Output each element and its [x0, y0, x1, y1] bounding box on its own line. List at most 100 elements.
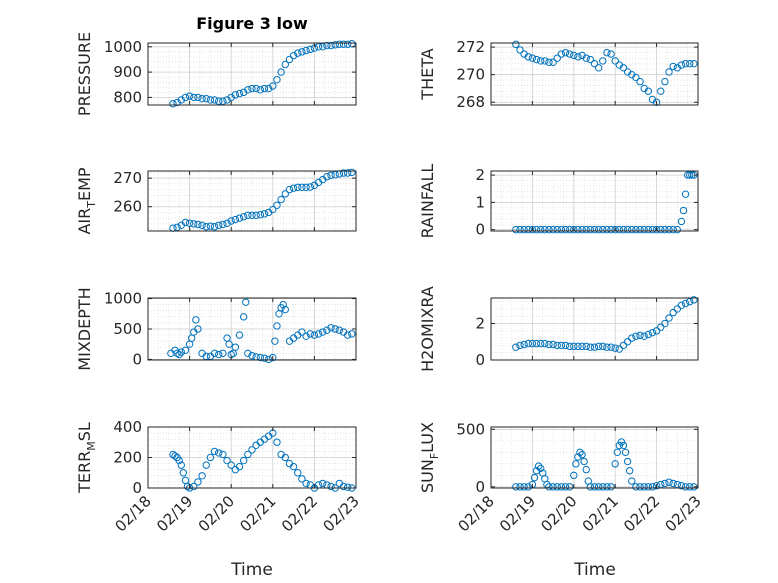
data-point	[319, 328, 327, 336]
data-point	[512, 343, 520, 351]
subplot-pressure: 800 900 1000 PRESSURE	[75, 32, 357, 116]
data-point	[541, 225, 549, 234]
data-point	[615, 345, 624, 353]
data-point	[594, 342, 603, 351]
data-point	[269, 82, 277, 90]
data-point	[611, 225, 619, 234]
data-point	[657, 323, 665, 331]
x-tick-label: 02/22	[620, 492, 663, 535]
data-point	[541, 57, 549, 65]
data-point	[289, 184, 298, 192]
data-point	[607, 483, 615, 491]
data-point	[669, 479, 677, 488]
data-point	[516, 225, 524, 234]
y-axis-label: RAINFALL	[418, 164, 437, 239]
subplot-theta: 268 270 272 THETA	[418, 38, 699, 111]
data-point	[520, 483, 528, 491]
data-point	[669, 62, 677, 71]
data-point	[673, 305, 681, 313]
y-tick-label: 272	[456, 38, 485, 56]
data-point	[636, 77, 644, 86]
data-point	[619, 341, 628, 350]
data-point	[557, 225, 566, 234]
data-point	[227, 461, 235, 469]
data-point	[235, 89, 244, 98]
data-point	[206, 96, 215, 104]
data-point	[323, 41, 331, 50]
data-point	[298, 475, 306, 483]
data-point	[298, 48, 306, 56]
data-point	[657, 225, 665, 234]
data-point	[331, 171, 339, 179]
data-point	[524, 53, 532, 61]
data-point	[177, 96, 185, 104]
y-tick-label: 270	[113, 169, 142, 187]
data-point	[681, 190, 690, 198]
data-point	[235, 331, 244, 339]
data-point	[190, 482, 198, 491]
data-point	[194, 220, 202, 229]
data-point	[607, 343, 615, 351]
data-point	[173, 98, 181, 107]
data-point	[339, 169, 348, 177]
data-point	[281, 60, 289, 69]
y-tick-label: 500	[113, 320, 142, 338]
data-point	[269, 353, 277, 362]
data-point	[661, 225, 669, 234]
data-point	[690, 59, 698, 68]
data-point	[545, 58, 553, 66]
data-point	[327, 324, 335, 332]
x-axis-label-left: Time	[230, 560, 273, 580]
data-point	[335, 40, 344, 48]
data-point	[578, 342, 586, 351]
data-point	[327, 482, 335, 491]
data-point	[206, 453, 215, 462]
x-tick-label: 02/20	[537, 492, 580, 535]
data-point	[244, 211, 252, 219]
data-point	[644, 225, 653, 234]
data-point	[590, 343, 599, 351]
data-point	[528, 54, 537, 62]
data-point	[549, 225, 557, 234]
y-tick-label: 1000	[104, 38, 142, 56]
data-point	[175, 350, 183, 359]
data-point	[277, 68, 285, 76]
data-point	[239, 456, 248, 465]
data-point	[181, 476, 190, 485]
y-tick-label: 2	[475, 315, 485, 333]
data-point	[194, 325, 202, 333]
x-tick-label: 02/23	[662, 492, 705, 535]
data-point	[528, 225, 537, 234]
data-point	[528, 339, 537, 348]
data-point	[574, 225, 582, 234]
data-point	[231, 91, 240, 99]
data-point	[565, 225, 574, 234]
data-point	[294, 49, 302, 57]
subplot-air-temp: 260 270 AIRTEMP	[75, 167, 357, 235]
data-point	[227, 93, 235, 102]
y-tick-label: 0	[475, 478, 485, 496]
data-point	[512, 40, 520, 49]
data-point	[260, 210, 269, 218]
data-point	[219, 97, 227, 105]
data-point	[648, 225, 657, 234]
data-point	[661, 77, 669, 86]
data-point	[302, 332, 310, 340]
data-point	[260, 354, 269, 362]
data-point	[285, 55, 294, 64]
axes-box	[147, 42, 357, 106]
data-point	[574, 53, 582, 61]
data-point	[185, 92, 194, 100]
y-tick-label: 0	[132, 350, 142, 368]
data-point	[252, 84, 260, 93]
data-point	[611, 344, 619, 352]
data-point	[640, 225, 648, 234]
data-point	[623, 338, 632, 346]
y-tick-label: 200	[113, 449, 142, 467]
data-point	[628, 477, 636, 485]
data-point	[565, 50, 574, 58]
data-point	[677, 301, 686, 309]
data-point	[532, 339, 541, 348]
